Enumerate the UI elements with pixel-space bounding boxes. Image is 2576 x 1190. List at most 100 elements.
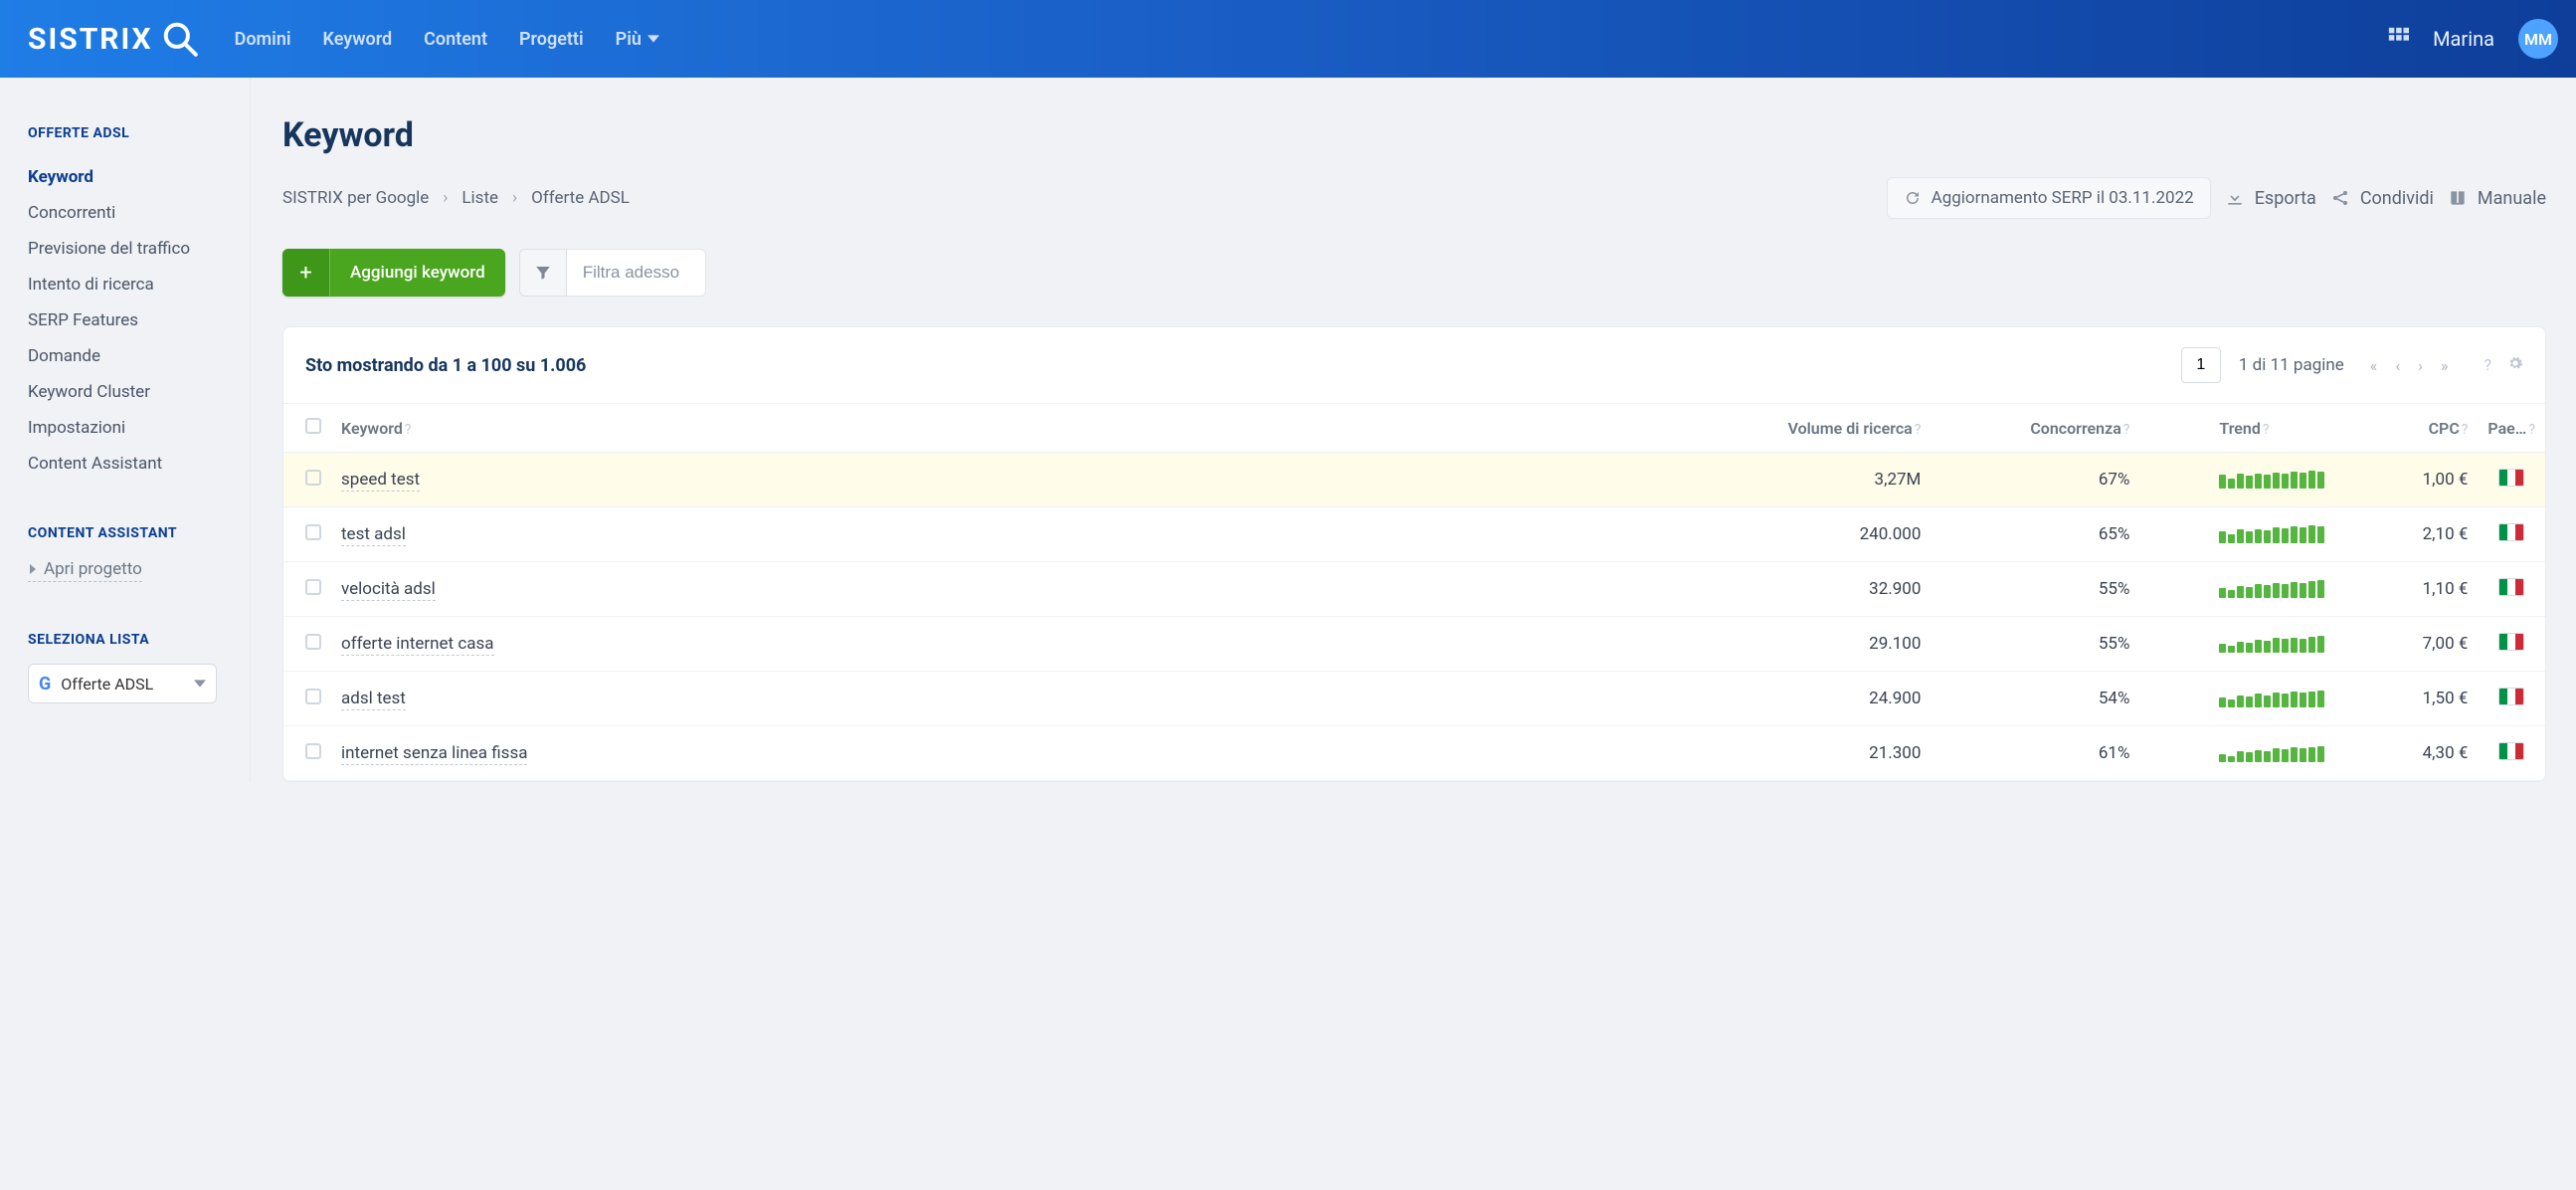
pager: « ‹ › » [2370,356,2449,375]
table-row[interactable]: velocità adsl32.90055%1,10 € [283,562,2545,617]
col-country[interactable]: Pae… [2487,419,2526,438]
table-row[interactable]: offerte internet casa29.10055%7,00 € [283,617,2545,672]
serp-update-text: Aggiornamento SERP il 03.11.2022 [1932,188,2194,208]
add-keyword-button[interactable]: + Aggiungi keyword [282,249,505,297]
cpc-cell: 7,00 € [2368,617,2478,672]
book-icon [2448,188,2468,208]
keyword-table: Keyword? Volume di ricerca? Concorrenza?… [283,403,2545,781]
keyword-cell[interactable]: offerte internet casa [341,634,494,656]
table-row[interactable]: internet senza linea fissa21.30061%4,30 … [283,726,2545,781]
select-all-checkbox[interactable] [305,418,321,434]
keyword-cell[interactable]: adsl test [341,689,406,710]
row-checkbox[interactable] [305,743,321,759]
table-body: speed test3,27M67%1,00 €test adsl240.000… [283,453,2545,781]
sidebar-item[interactable]: SERP Features [28,302,250,338]
row-checkbox[interactable] [305,689,321,704]
sidebar-item[interactable]: Intento di ricerca [28,267,250,302]
sidebar-item[interactable]: Domande [28,338,250,374]
apps-icon[interactable] [2387,26,2409,52]
col-cpc[interactable]: CPC [2429,419,2460,438]
manual-label: Manuale [2478,188,2546,209]
help-icon[interactable]: ? [2484,355,2491,375]
competition-cell: 67% [2000,453,2139,507]
col-keyword[interactable]: Keyword [341,419,403,438]
crumb-root[interactable]: SISTRIX per Google [282,188,429,208]
open-project-link[interactable]: Apri progetto [28,559,142,582]
col-trend[interactable]: Trend [2219,419,2260,438]
gear-icon[interactable] [2507,355,2523,375]
sidebar-item[interactable]: Concorrenti [28,195,250,231]
add-keyword-label: Aggiungi keyword [330,249,505,297]
nav-domini[interactable]: Domini [235,29,291,50]
competition-cell: 55% [2000,562,2139,617]
filter-icon-button[interactable] [519,249,567,297]
main-nav: Domini Keyword Content Progetti Più [235,29,659,50]
serp-update-pill[interactable]: Aggiornamento SERP il 03.11.2022 [1887,177,2211,219]
topbar: SISTRIX Domini Keyword Content Progetti … [0,0,2576,78]
main: Keyword SISTRIX per Google › Liste › Off… [251,78,2576,782]
table-row[interactable]: speed test3,27M67%1,00 € [283,453,2545,507]
sidebar-item[interactable]: Impostazioni [28,410,250,446]
sidebar-item[interactable]: Content Assistant [28,446,250,482]
share-link[interactable]: Condividi [2330,188,2434,209]
keyword-cell[interactable]: speed test [341,470,420,492]
nav-piu[interactable]: Più [616,29,659,50]
page-input[interactable] [2181,347,2221,383]
share-label: Condividi [2360,188,2434,209]
download-icon [2225,188,2245,208]
crumb-sep: › [512,188,517,208]
keyword-cell[interactable]: test adsl [341,524,406,546]
filter-group [519,249,706,297]
select-list-heading: SELEZIONA LISTA [28,632,250,648]
search-icon [161,20,199,58]
sidebar-item[interactable]: Keyword Cluster [28,374,250,410]
volume-cell: 21.300 [1702,726,1931,781]
pager-prev[interactable]: ‹ [2395,356,2400,375]
table-row[interactable]: adsl test24.90054%1,50 € [283,672,2545,726]
manual-link[interactable]: Manuale [2448,188,2546,209]
keyword-cell[interactable]: internet senza linea fissa [341,743,527,765]
user-name[interactable]: Marina [2433,27,2494,51]
volume-cell: 29.100 [1702,617,1931,672]
row-checkbox[interactable] [305,524,321,540]
nav-keyword[interactable]: Keyword [323,29,393,50]
pager-first[interactable]: « [2370,356,2378,375]
flag-it-icon [2498,633,2524,651]
row-checkbox[interactable] [305,579,321,595]
nav-content[interactable]: Content [424,29,487,50]
user-avatar[interactable]: MM [2518,19,2558,59]
brand-logo[interactable]: SISTRIX [28,20,199,58]
trend-sparkline [2219,525,2358,543]
chevron-down-icon [647,33,659,45]
sidebar-item[interactable]: Keyword [28,159,250,195]
trend-sparkline [2219,580,2358,598]
pager-next[interactable]: › [2418,356,2423,375]
trend-sparkline [2219,690,2358,707]
table-summary: Sto mostrando da 1 a 100 su 1.006 [305,355,586,376]
trend-sparkline [2219,471,2358,489]
crumb-current: Offerte ADSL [531,188,630,208]
row-checkbox[interactable] [305,470,321,486]
refresh-icon [1904,189,1922,207]
crumb-liste[interactable]: Liste [461,188,498,208]
flag-it-icon [2498,742,2524,760]
nav-progetti[interactable]: Progetti [519,29,584,50]
keyword-cell[interactable]: velocità adsl [341,579,436,601]
export-link[interactable]: Esporta [2225,188,2316,209]
list-select[interactable]: G Offerte ADSL [28,664,217,703]
plus-icon: + [282,249,330,297]
funnel-icon [534,264,552,282]
sidebar-item[interactable]: Previsione del traffico [28,231,250,267]
topbar-right: Marina MM [2387,19,2558,59]
brand-text: SISTRIX [28,22,153,57]
col-volume[interactable]: Volume di ricerca [1788,419,1913,438]
cpc-cell: 1,50 € [2368,672,2478,726]
row-checkbox[interactable] [305,634,321,650]
col-competition[interactable]: Concorrenza [2030,419,2120,438]
filter-input[interactable] [567,249,706,297]
keyword-table-card: Sto mostrando da 1 a 100 su 1.006 1 di 1… [282,326,2546,782]
flag-it-icon [2498,578,2524,596]
pager-last[interactable]: » [2441,356,2449,375]
trend-sparkline [2219,744,2358,762]
table-row[interactable]: test adsl240.00065%2,10 € [283,507,2545,562]
